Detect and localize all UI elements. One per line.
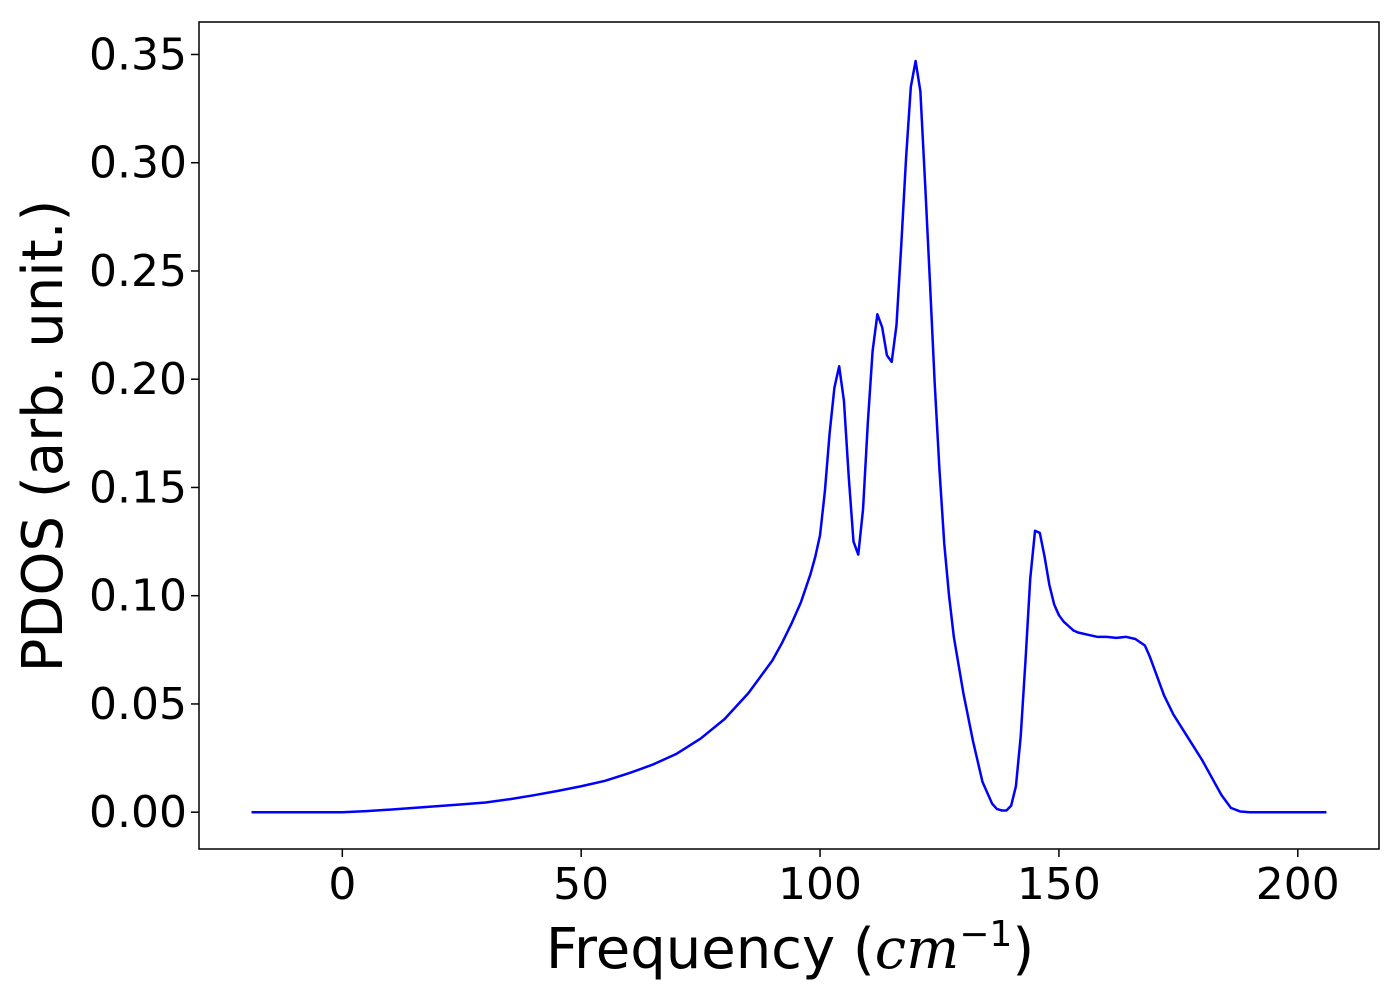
x-tick-label: 200 [1256,859,1340,910]
x-tick-label: 150 [1017,859,1101,910]
plot-area [198,21,1380,850]
y-tick-label: 0.10 [89,571,187,622]
y-tick-label: 0.25 [89,246,187,297]
x-tick-label: 50 [553,859,609,910]
y-tick-label: 0.00 [89,787,187,838]
y-tick-label: 0.35 [89,29,187,80]
plot-frame [198,21,1380,850]
series-line-0 [251,59,1327,814]
x-axis-label-main: Frequency ( [546,917,875,982]
x-axis-ticks: 0 50 100 150 200 [328,849,1340,910]
y-tick-label: 0.15 [89,462,187,513]
x-axis-label-unit: cm [875,917,959,982]
y-tick-label: 0.05 [89,679,187,730]
x-tick-label: 100 [778,859,862,910]
x-tick-label: 0 [328,859,356,910]
y-axis-ticks: 0.00 0.05 0.10 0.15 0.20 0.25 0.30 0.35 [89,29,199,838]
x-axis-label-close: ) [1012,917,1034,982]
y-axis-label: PDOS (arb. unit.) [11,200,76,673]
data-layer [251,59,1327,814]
x-axis-label: Frequency (cm−1) [546,914,1034,982]
x-axis-label-exponent: −1 [959,914,1012,955]
y-tick-label: 0.20 [89,354,187,405]
y-tick-label: 0.30 [89,138,187,189]
